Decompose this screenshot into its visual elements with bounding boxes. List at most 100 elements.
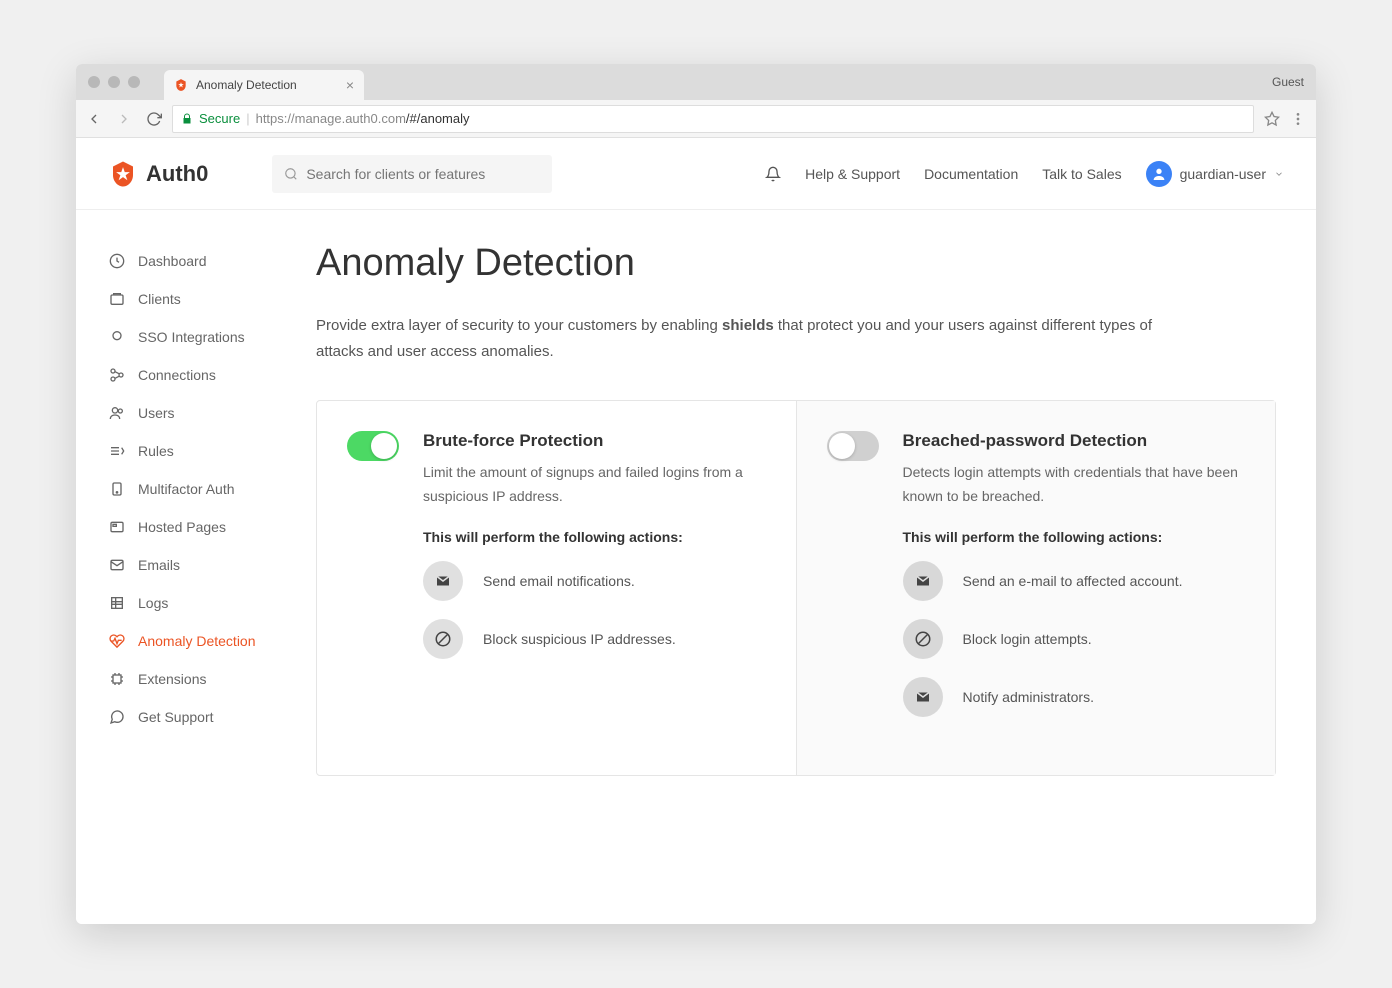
shield-action: Send email notifications. xyxy=(423,561,766,601)
mail-icon xyxy=(423,561,463,601)
shield-action: Notify administrators. xyxy=(903,677,1246,717)
shield-description: Detects login attempts with credentials … xyxy=(903,461,1246,509)
sidebar-item-connections[interactable]: Connections xyxy=(108,356,296,394)
url-field[interactable]: Secure | https://manage.auth0.com/#/anom… xyxy=(172,105,1254,133)
bookmark-star-icon[interactable] xyxy=(1264,111,1280,127)
user-name: guardian-user xyxy=(1180,166,1266,182)
reload-icon[interactable] xyxy=(146,111,162,127)
sidebar-item-clients[interactable]: Clients xyxy=(108,280,296,318)
minimize-window-icon[interactable] xyxy=(108,76,120,88)
sidebar-item-rules[interactable]: Rules xyxy=(108,432,296,470)
tab-title: Anomaly Detection xyxy=(196,78,297,92)
browser-tab[interactable]: Anomaly Detection × xyxy=(164,70,364,100)
search-box[interactable] xyxy=(272,155,552,193)
documentation-link[interactable]: Documentation xyxy=(924,166,1018,182)
shield-action: Block login attempts. xyxy=(903,619,1246,659)
sidebar: Dashboard Clients SSO Integrations Connecti… xyxy=(76,210,296,924)
sidebar-icon xyxy=(108,443,126,459)
sidebar-item-label: Clients xyxy=(138,291,181,307)
mail-icon xyxy=(903,677,943,717)
sidebar-item-label: Users xyxy=(138,405,175,421)
sidebar-item-get-support[interactable]: Get Support xyxy=(108,698,296,736)
help-support-link[interactable]: Help & Support xyxy=(805,166,900,182)
close-tab-icon[interactable]: × xyxy=(346,77,354,93)
browser-addressbar: Secure | https://manage.auth0.com/#/anom… xyxy=(76,100,1316,138)
sidebar-item-label: Emails xyxy=(138,557,180,573)
sidebar-icon xyxy=(108,367,126,383)
sidebar-item-label: Rules xyxy=(138,443,174,459)
sidebar-item-label: Extensions xyxy=(138,671,206,687)
sidebar-icon xyxy=(108,557,126,573)
action-text: Block login attempts. xyxy=(963,631,1092,647)
shield-toggle[interactable] xyxy=(347,431,399,461)
shield-title: Breached-password Detection xyxy=(903,431,1246,451)
sidebar-icon xyxy=(108,405,126,421)
sidebar-icon xyxy=(108,671,126,687)
header-links: Help & Support Documentation Talk to Sal… xyxy=(765,161,1284,187)
talk-to-sales-link[interactable]: Talk to Sales xyxy=(1042,166,1121,182)
sidebar-item-sso-integrations[interactable]: SSO Integrations xyxy=(108,318,296,356)
sidebar-item-label: Multifactor Auth xyxy=(138,481,235,497)
maximize-window-icon[interactable] xyxy=(128,76,140,88)
app-header: Auth0 Help & Support Documentation Talk … xyxy=(76,138,1316,210)
shields-panel: Brute-force Protection Limit the amount o… xyxy=(316,400,1276,776)
logo[interactable]: Auth0 xyxy=(108,159,208,189)
browser-window: Anomaly Detection × Guest Secure | https… xyxy=(76,64,1316,924)
sidebar-item-extensions[interactable]: Extensions xyxy=(108,660,296,698)
sidebar-item-anomaly-detection[interactable]: Anomaly Detection xyxy=(108,622,296,660)
main-content: Anomaly Detection Provide extra layer of… xyxy=(296,210,1316,924)
search-input[interactable] xyxy=(306,166,540,182)
guest-label: Guest xyxy=(1272,75,1304,89)
auth0-favicon-icon xyxy=(174,78,188,92)
shield-action: Block suspicious IP addresses. xyxy=(423,619,766,659)
sidebar-icon xyxy=(108,519,126,535)
lock-icon xyxy=(181,113,193,125)
sidebar-item-emails[interactable]: Emails xyxy=(108,546,296,584)
window-controls[interactable] xyxy=(88,76,140,88)
sidebar-icon xyxy=(108,595,126,611)
browser-titlebar: Anomaly Detection × Guest xyxy=(76,64,1316,100)
sidebar-icon xyxy=(108,253,126,269)
forward-icon[interactable] xyxy=(116,111,132,127)
user-menu[interactable]: guardian-user xyxy=(1146,161,1284,187)
sidebar-item-label: Logs xyxy=(138,595,168,611)
sidebar-icon xyxy=(108,291,126,307)
logo-text: Auth0 xyxy=(146,161,208,187)
sidebar-item-label: Connections xyxy=(138,367,216,383)
block-icon xyxy=(903,619,943,659)
shield-toggle[interactable] xyxy=(827,431,879,461)
sidebar-item-users[interactable]: Users xyxy=(108,394,296,432)
shield-card: Brute-force Protection Limit the amount o… xyxy=(317,401,796,775)
secure-badge: Secure xyxy=(199,111,240,126)
sidebar-item-label: Dashboard xyxy=(138,253,207,269)
sidebar-item-multifactor-auth[interactable]: Multifactor Auth xyxy=(108,470,296,508)
browser-menu-icon[interactable] xyxy=(1290,111,1306,127)
sidebar-item-label: SSO Integrations xyxy=(138,329,245,345)
app-root: Auth0 Help & Support Documentation Talk … xyxy=(76,138,1316,924)
search-icon xyxy=(284,167,298,181)
action-text: Send email notifications. xyxy=(483,573,635,589)
sidebar-item-label: Get Support xyxy=(138,709,214,725)
shield-card: Breached-password Detection Detects login… xyxy=(796,401,1276,775)
shield-title: Brute-force Protection xyxy=(423,431,766,451)
auth0-logo-icon xyxy=(108,159,138,189)
mail-icon xyxy=(903,561,943,601)
sidebar-icon xyxy=(108,633,126,649)
actions-label: This will perform the following actions: xyxy=(423,529,766,545)
actions-label: This will perform the following actions: xyxy=(903,529,1246,545)
url-text: https://manage.auth0.com/#/anomaly xyxy=(256,111,470,126)
page-title: Anomaly Detection xyxy=(316,242,1276,285)
sidebar-item-hosted-pages[interactable]: Hosted Pages xyxy=(108,508,296,546)
chevron-down-icon xyxy=(1274,169,1284,179)
close-window-icon[interactable] xyxy=(88,76,100,88)
sidebar-icon xyxy=(108,481,126,497)
sidebar-item-logs[interactable]: Logs xyxy=(108,584,296,622)
shield-description: Limit the amount of signups and failed l… xyxy=(423,461,766,509)
bell-icon[interactable] xyxy=(765,166,781,182)
avatar xyxy=(1146,161,1172,187)
action-text: Notify administrators. xyxy=(963,689,1094,705)
sidebar-icon xyxy=(108,709,126,725)
sidebar-item-label: Anomaly Detection xyxy=(138,633,256,649)
sidebar-item-dashboard[interactable]: Dashboard xyxy=(108,242,296,280)
back-icon[interactable] xyxy=(86,111,102,127)
